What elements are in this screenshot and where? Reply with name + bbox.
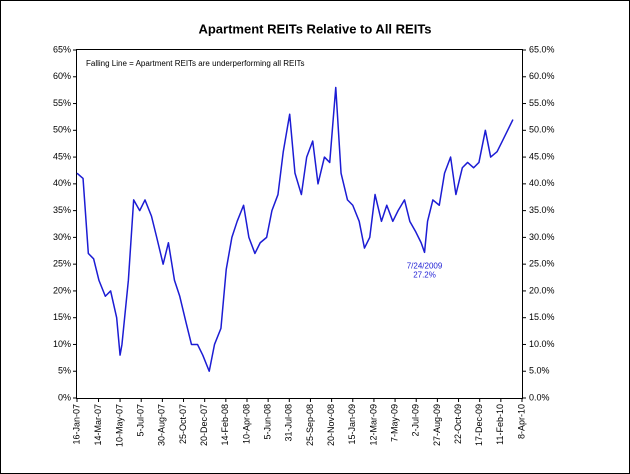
y2-tick-label: 35.0% — [529, 205, 555, 215]
x-tick-label: 10-May-07 — [114, 404, 124, 447]
x-tick-label: 15-Jan-09 — [347, 404, 357, 445]
x-tick-label: 11-Feb-10 — [495, 404, 505, 445]
x-tick-label: 20-Nov-08 — [326, 404, 336, 446]
y2-tick-label: 65.0% — [529, 44, 555, 54]
y-tick-label: 60% — [53, 71, 71, 81]
plot-area — [76, 49, 523, 399]
x-tick-label: 2-Jul-09 — [411, 404, 421, 437]
y-tick-label: 35% — [53, 205, 71, 215]
x-tick-label: 8-Apr-10 — [516, 404, 526, 439]
x-tick-label: 17-Dec-09 — [474, 404, 484, 446]
y2-tick-label: 60.0% — [529, 71, 555, 81]
x-tick-label: 27-Aug-09 — [432, 404, 442, 446]
y-tick-label: 10% — [53, 339, 71, 349]
y2-tick-label: 25.0% — [529, 259, 555, 269]
y-tick-label: 65% — [53, 44, 71, 54]
x-tick-label: 20-Dec-07 — [199, 404, 209, 446]
chart-note: Falling Line = Apartment REITs are under… — [86, 59, 305, 68]
y-tick-label: 50% — [53, 125, 71, 135]
y2-tick-label: 10.0% — [529, 339, 555, 349]
y-tick-label: 40% — [53, 178, 71, 188]
y2-tick-label: 5.0% — [529, 366, 550, 376]
x-tick-label: 31-Jul-08 — [284, 404, 294, 442]
x-tick-label: 25-Sep-08 — [305, 404, 315, 446]
y-tick-label: 30% — [53, 232, 71, 242]
y2-tick-label: 50.0% — [529, 125, 555, 135]
y2-tick-label: 20.0% — [529, 285, 555, 295]
annotation-date: 7/24/2009 — [407, 261, 443, 270]
x-tick-label: 14-Mar-07 — [93, 404, 103, 446]
y-tick-label: 55% — [53, 98, 71, 108]
y2-tick-label: 30.0% — [529, 232, 555, 242]
x-tick-label: 10-Apr-08 — [241, 404, 251, 444]
chart-title: Apartment REITs Relative to All REITs — [198, 21, 431, 36]
series-line — [76, 86, 514, 372]
x-tick-label: 7-May-09 — [389, 404, 399, 442]
y-tick-label: 5% — [58, 366, 71, 376]
y-tick-label: 0% — [58, 392, 71, 402]
x-tick-label: 22-Oct-09 — [453, 404, 463, 444]
y-tick-label: 20% — [53, 285, 71, 295]
x-tick-label: 30-Aug-07 — [157, 404, 167, 446]
y2-tick-label: 45.0% — [529, 151, 555, 161]
y-tick-label: 45% — [53, 151, 71, 161]
y-tick-label: 25% — [53, 259, 71, 269]
x-tick-label: 14-Feb-08 — [220, 404, 230, 446]
x-tick-label: 25-Oct-07 — [178, 404, 188, 444]
x-tick-label: 12-Mar-09 — [368, 404, 378, 446]
y2-tick-label: 0.0% — [529, 392, 550, 402]
y-tick-label: 15% — [53, 312, 71, 322]
x-tick-label: 16-Jan-07 — [71, 404, 81, 445]
y2-tick-label: 15.0% — [529, 312, 555, 322]
y2-tick-label: 40.0% — [529, 178, 555, 188]
x-tick-label: 5-Jul-07 — [136, 404, 146, 437]
y2-tick-label: 55.0% — [529, 98, 555, 108]
annotation-value: 27.2% — [413, 270, 436, 279]
x-tick-label: 5-Jun-08 — [263, 404, 273, 440]
